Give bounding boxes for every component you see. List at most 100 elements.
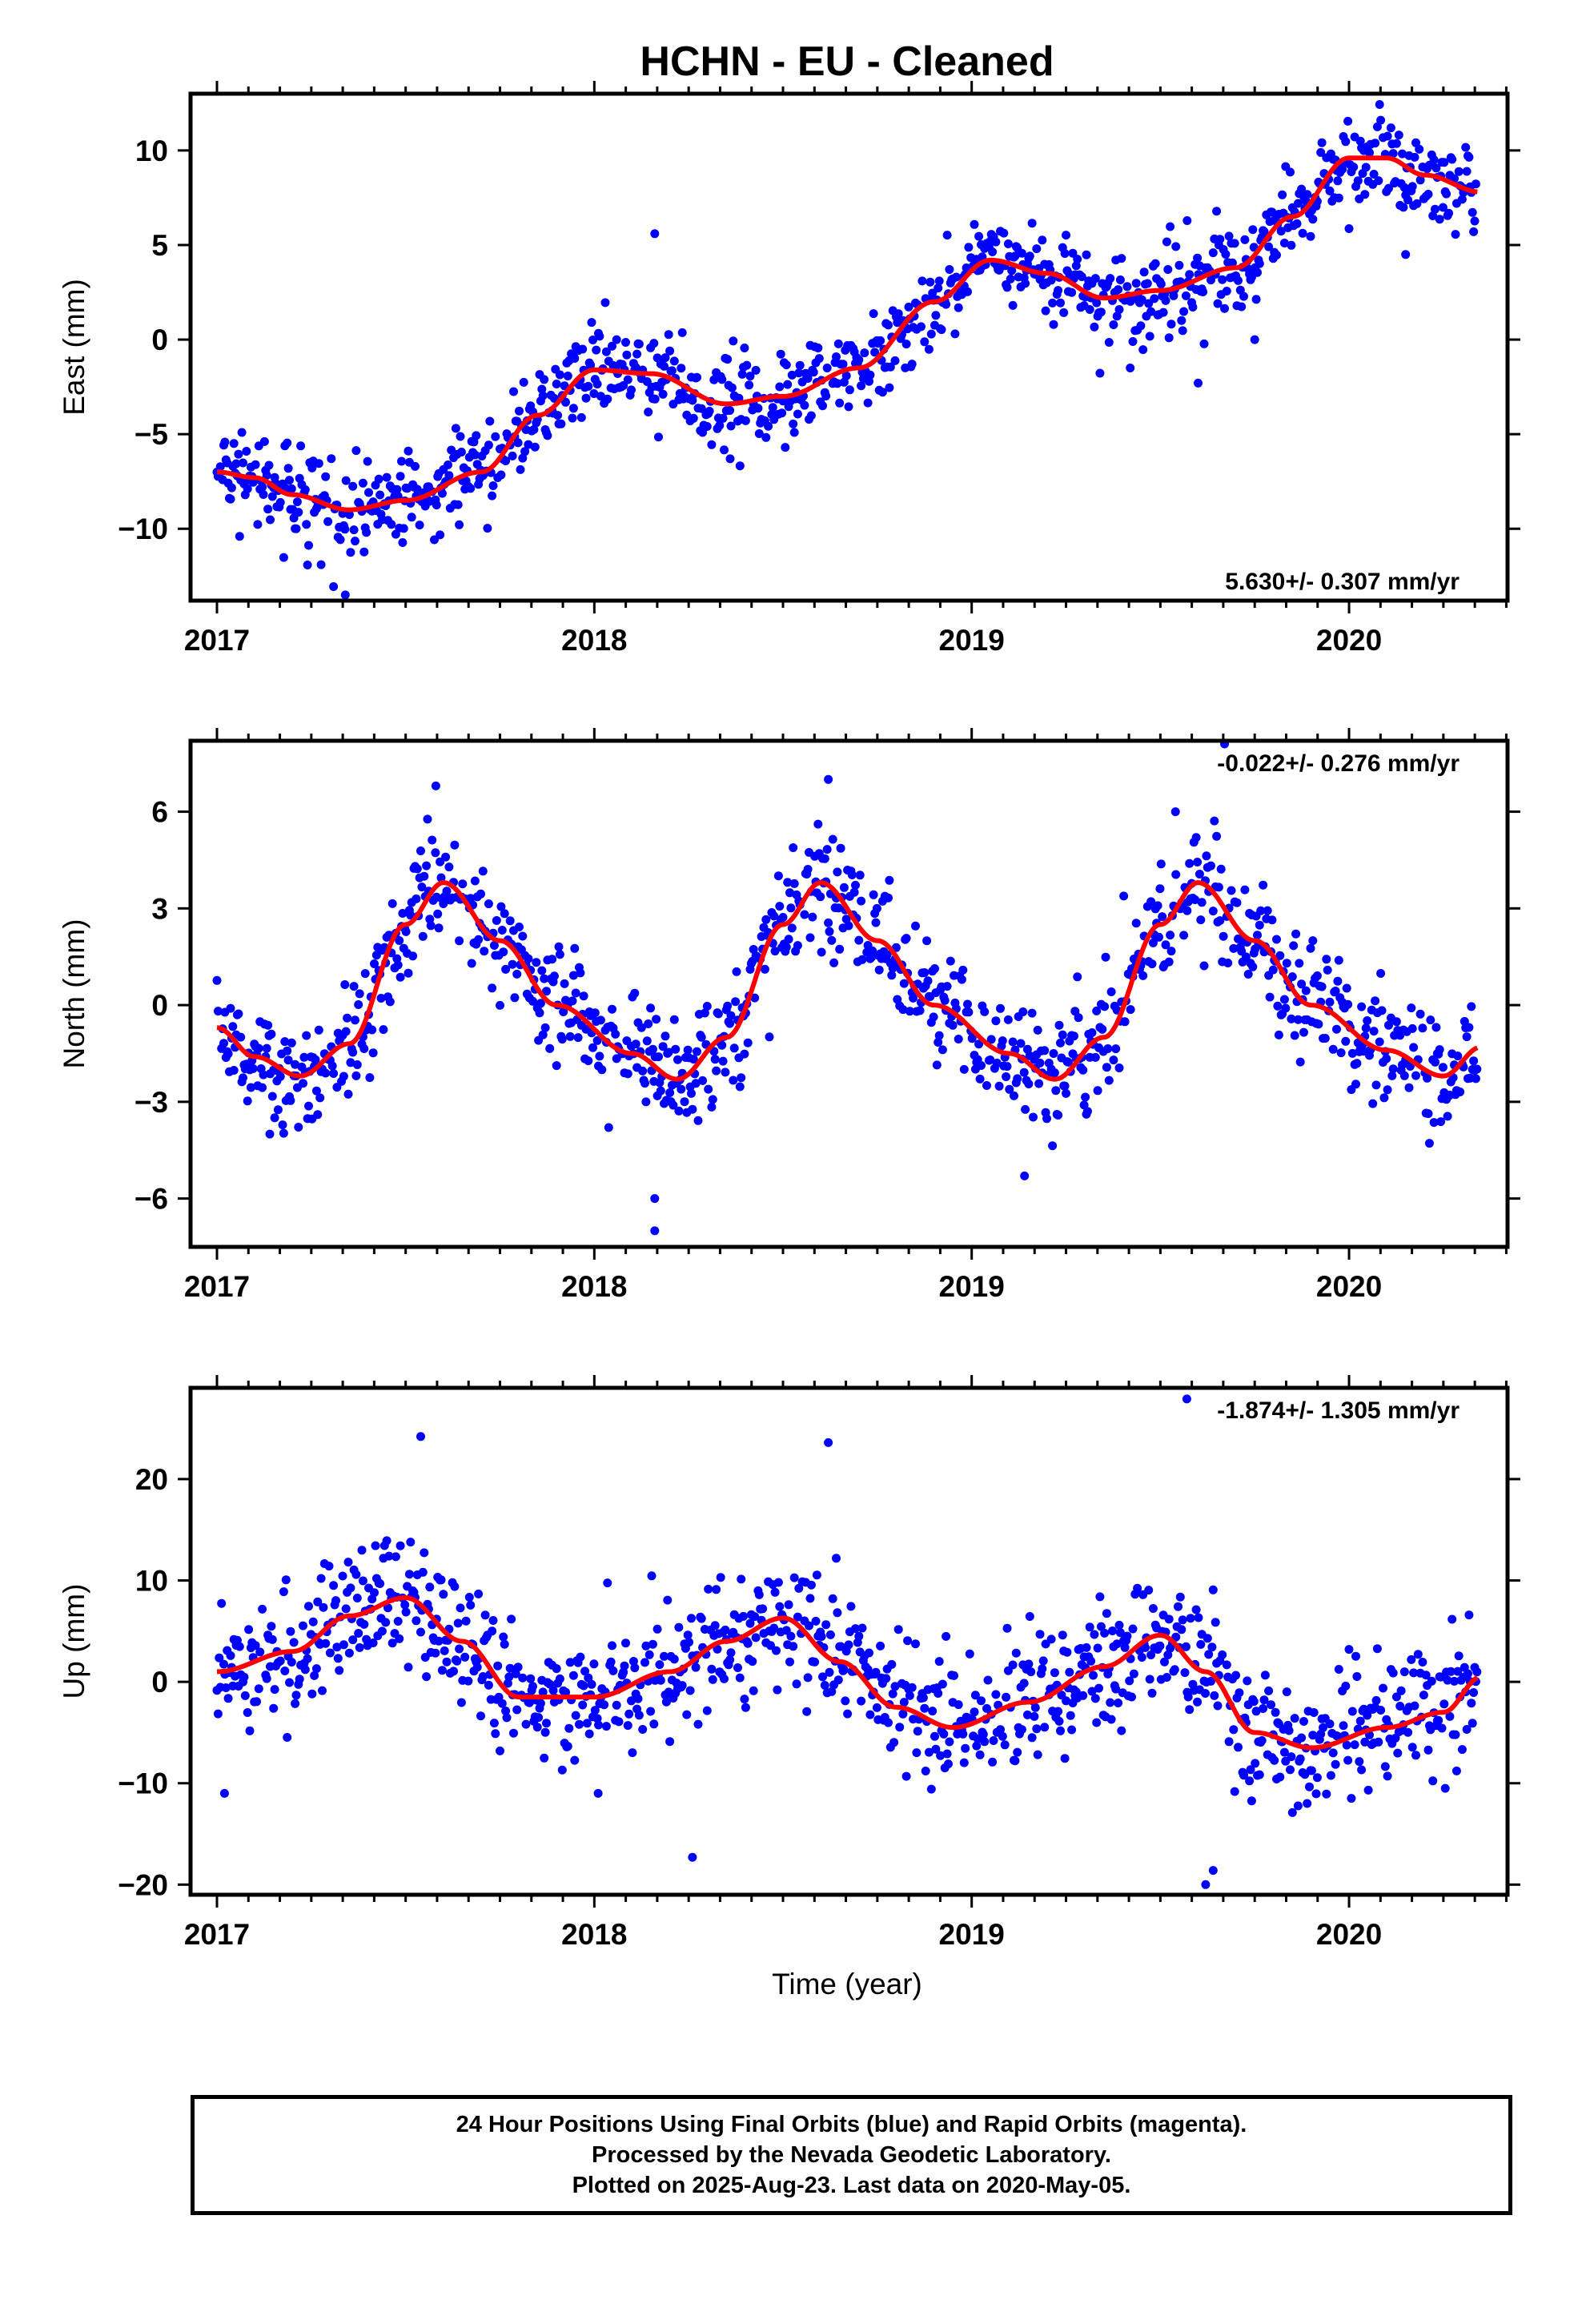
data-point: [1308, 1731, 1318, 1740]
data-point: [665, 346, 675, 356]
data-point: [749, 1686, 758, 1695]
data-point: [1291, 929, 1301, 939]
data-point: [687, 1088, 696, 1098]
data-point: [838, 360, 848, 369]
data-point: [537, 384, 547, 394]
data-point: [948, 1020, 958, 1030]
data-point: [669, 1015, 679, 1024]
data-point: [303, 561, 312, 569]
data-point: [723, 1001, 733, 1011]
data-point: [691, 1079, 701, 1088]
data-point: [1161, 940, 1170, 950]
data-point: [278, 1120, 287, 1130]
data-point: [239, 1073, 247, 1083]
data-point: [273, 1105, 283, 1115]
data-point: [1137, 1653, 1146, 1662]
data-point: [821, 1620, 831, 1630]
data-point: [1032, 1724, 1042, 1734]
data-point: [393, 1617, 403, 1626]
data-point: [1263, 906, 1272, 915]
data-point: [743, 1038, 753, 1047]
data-point: [1428, 211, 1438, 220]
data-point: [262, 1674, 271, 1683]
data-point: [1279, 1747, 1289, 1757]
data-point: [1128, 1624, 1138, 1634]
data-point: [928, 1707, 938, 1716]
data-point: [889, 1738, 899, 1747]
data-point: [825, 1630, 835, 1639]
data-point: [1423, 1109, 1433, 1119]
north-fit-line: [216, 880, 1479, 1082]
data-point: [1388, 1064, 1398, 1074]
data-point: [624, 1709, 634, 1719]
data-point: [1275, 951, 1285, 960]
data-point: [923, 976, 933, 986]
data-point: [1469, 1056, 1479, 1066]
data-point: [773, 1685, 782, 1695]
data-point: [789, 419, 798, 428]
data-point: [460, 1652, 470, 1662]
data-point: [1090, 274, 1100, 283]
data-point: [1453, 1667, 1463, 1676]
data-point: [1101, 952, 1110, 962]
data-point: [644, 1650, 654, 1659]
data-point: [509, 387, 518, 396]
data-point: [664, 1687, 673, 1697]
data-point: [818, 401, 827, 411]
data-point: [1374, 1737, 1383, 1747]
data-point: [528, 996, 537, 1006]
data-point: [496, 1746, 504, 1755]
data-point: [1357, 1765, 1367, 1775]
data-point: [565, 1658, 575, 1667]
data-point: [726, 421, 736, 431]
data-point: [1331, 1759, 1340, 1769]
data-point: [1230, 239, 1239, 248]
data-point: [825, 927, 834, 936]
data-point: [244, 1625, 254, 1634]
data-point: [1042, 1114, 1051, 1124]
data-point: [1109, 320, 1118, 329]
data-point: [588, 336, 597, 344]
chart-title: HCHN - EU - Cleaned: [640, 38, 1054, 85]
data-point: [833, 867, 842, 877]
data-point: [235, 532, 244, 541]
data-point: [1343, 999, 1353, 1009]
data-point: [303, 1654, 312, 1663]
data-point: [1154, 932, 1163, 942]
data-point: [313, 1597, 323, 1606]
data-point: [450, 840, 460, 850]
data-point: [310, 1671, 319, 1680]
data-point: [710, 1621, 720, 1630]
data-point: [466, 1600, 476, 1610]
data-point: [898, 1709, 908, 1719]
data-point: [1399, 183, 1409, 192]
data-point: [911, 921, 920, 931]
data-point: [733, 1663, 742, 1672]
data-point: [262, 1043, 271, 1053]
data-point: [627, 1696, 636, 1706]
data-point: [1178, 1615, 1187, 1625]
data-point: [235, 1642, 244, 1651]
data-point: [737, 1574, 746, 1584]
data-point: [1369, 170, 1379, 179]
data-point: [299, 1621, 307, 1630]
data-point: [1240, 235, 1250, 244]
data-point: [1054, 1707, 1063, 1716]
data-point: [387, 520, 396, 529]
data-point: [324, 1562, 334, 1571]
data-point: [926, 277, 935, 287]
data-point: [1454, 1651, 1464, 1661]
data-point: [865, 1710, 875, 1719]
data-point: [821, 392, 831, 400]
data-point: [725, 454, 735, 464]
data-point: [497, 1699, 507, 1708]
data-point: [832, 352, 841, 361]
data-point: [723, 355, 733, 364]
data-point: [654, 432, 663, 442]
data-point: [1407, 1003, 1416, 1013]
data-point: [280, 1037, 290, 1047]
data-point: [1158, 912, 1167, 922]
data-point: [1271, 1707, 1280, 1717]
data-point: [1166, 320, 1176, 329]
data-point: [1223, 959, 1233, 967]
